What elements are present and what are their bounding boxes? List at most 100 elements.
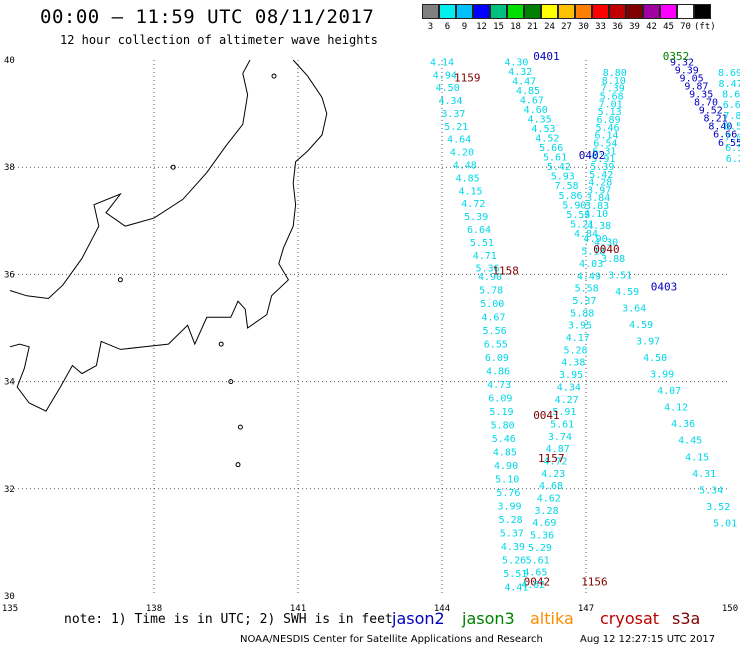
colorbar-label: 42 — [646, 22, 657, 32]
swh-value: 4.60 — [524, 105, 548, 116]
swh-value: 5.53 — [566, 210, 590, 221]
pass-time-label: 0040 — [593, 243, 620, 256]
swh-value: 3.28 — [535, 506, 559, 517]
footer-timestamp: Aug 12 12:27:15 UTC 2017 — [580, 634, 716, 645]
swh-value: 5.58 — [575, 284, 599, 295]
pass-time-label: 1156 — [581, 575, 608, 588]
swh-value: 4.62 — [521, 580, 545, 591]
swh-value: 4.84 — [574, 229, 598, 240]
swh-value: 6.55 — [484, 339, 508, 350]
swh-value: 5.00 — [480, 299, 504, 310]
colorbar-swatch — [524, 4, 541, 19]
lat-tick-label: 30 — [4, 592, 15, 602]
island — [117, 277, 123, 283]
swh-value: 6.6 — [723, 100, 740, 111]
pass-time-label: 0352 — [663, 50, 690, 63]
island — [228, 379, 234, 385]
colorbar-label: 36 — [612, 22, 623, 32]
colorbar-swatch — [507, 4, 524, 19]
swh-value: 4.14 — [430, 57, 454, 68]
pass-time-label: 1157 — [538, 452, 565, 465]
swh-value: 4.69 — [532, 518, 556, 529]
swh-value: 8.70 — [694, 98, 718, 109]
swh-value: 4.72 — [461, 199, 485, 210]
swh-value: 5.61 — [550, 419, 574, 430]
footer-note: note: 1) Time is in UTC; 2) SWH is in fe… — [64, 612, 393, 627]
colorbar-swatch — [541, 4, 558, 19]
lat-tick-label: 36 — [4, 270, 15, 280]
lat-tick-label: 38 — [4, 163, 15, 173]
satellite-cryosat: cryosat — [600, 609, 660, 628]
swh-value: 5.36 — [530, 531, 554, 542]
swh-value: 8.80 — [603, 68, 627, 79]
swh-value: 5.80 — [491, 420, 515, 431]
swh-value: 4.85 — [493, 447, 517, 458]
swh-value: 6.31 — [592, 146, 616, 157]
swh-value: 5.34 — [699, 485, 723, 496]
swh-value: 5.28 — [563, 345, 587, 356]
swh-value: 4.10 — [584, 209, 608, 220]
swh-value: 4.03 — [579, 259, 603, 270]
lon-tick-label: 144 — [434, 604, 450, 614]
swh-value: 4.50 — [436, 83, 460, 94]
swh-value: 6.5 — [725, 143, 740, 154]
swh-value: 5.28 — [499, 515, 523, 526]
swh-value: 5.46 — [595, 123, 619, 134]
swh-value: 4.50 — [643, 353, 667, 364]
swh-value: 4.28 — [588, 178, 612, 189]
swh-value: 5.10 — [495, 475, 519, 486]
swh-value: 5.76 — [496, 488, 520, 499]
swh-value: 5.26 — [502, 556, 526, 567]
chart-title: 00:00 – 11:59 UTC 08/11/2017 — [40, 6, 375, 28]
swh-value: 5.51 — [503, 569, 527, 580]
swh-value: 4.41 — [504, 583, 528, 594]
colorbar-swatch — [558, 4, 575, 19]
colorbar-swatch — [643, 4, 660, 19]
swh-value: 4.49 — [577, 271, 601, 282]
lon-tick-label: 150 — [722, 604, 738, 614]
lon-tick-label: 138 — [146, 604, 162, 614]
swh-value: 3.88 — [601, 254, 625, 265]
swh-value: 4.59 — [629, 320, 653, 331]
swh-value: 4.35 — [528, 115, 552, 126]
swh-value: 5.13 — [598, 107, 622, 118]
swh-value: 3.97 — [587, 185, 611, 196]
colorbar-label: 70 — [680, 22, 691, 32]
colorbar-swatch — [439, 4, 456, 19]
pass-time-label: 0041 — [533, 409, 560, 422]
swh-value: 3.84 — [586, 193, 610, 204]
pass-time-label: 0403 — [651, 280, 678, 293]
satellite-jason3: jason3 — [462, 609, 515, 628]
satellite-s3a: s3a — [672, 609, 701, 628]
swh-value: 5.37 — [572, 296, 596, 307]
swh-value: 5.29 — [528, 543, 552, 554]
swh-value: 8.47 — [719, 79, 740, 90]
swh-value: 4.85 — [516, 86, 540, 97]
colorbar-swatch — [575, 4, 592, 19]
colorbar-swatch — [422, 4, 439, 19]
satellite-altika: altika — [530, 609, 574, 628]
colorbar — [422, 4, 711, 21]
colorbar-label: 45 — [663, 22, 674, 32]
swh-value: 3.95 — [559, 370, 583, 381]
colorbar-label: 24 — [544, 22, 555, 32]
swh-value: 4.90 — [494, 461, 518, 472]
colorbar-swatch — [592, 4, 609, 19]
lat-tick-label: 32 — [4, 485, 15, 495]
swh-value: 6.09 — [485, 353, 509, 364]
swh-value: 3.99 — [650, 370, 674, 381]
swh-value: 7.8 — [723, 111, 740, 122]
swh-value: 4.12 — [664, 403, 688, 414]
colorbar-label: 9 — [461, 22, 468, 32]
swh-value: 8.10 — [602, 76, 626, 87]
colorbar-label: 39 — [629, 22, 640, 32]
colorbar-swatch — [456, 4, 473, 19]
swh-value: 3.52 — [706, 502, 730, 513]
swh-value: 4.86 — [486, 366, 510, 377]
swh-value: 5.42 — [589, 170, 613, 181]
swh-value: 8.5 — [724, 122, 740, 133]
swh-value: 6.14 — [594, 131, 618, 142]
swh-value: 4.73 — [487, 380, 511, 391]
footer-credit: NOAA/NESDIS Center for Satellite Applica… — [240, 634, 543, 645]
lat-tick-label: 34 — [4, 378, 15, 388]
